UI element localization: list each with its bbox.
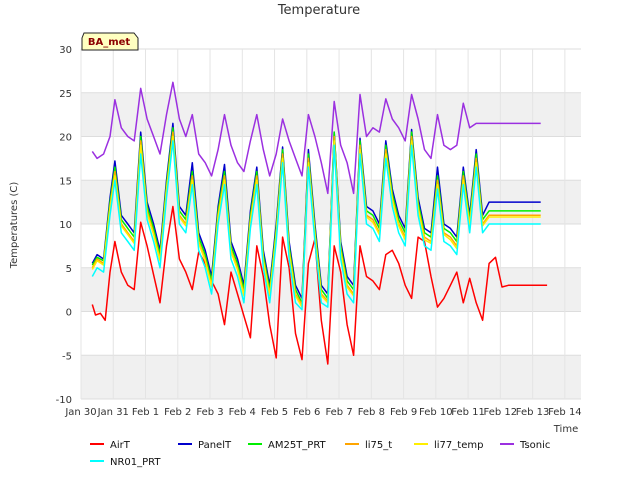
legend-label-AM25T_PRT: AM25T_PRT (268, 440, 327, 451)
x-tick-label: Feb 6 (293, 407, 320, 418)
x-tick-label: Feb 10 (419, 407, 453, 418)
y-tick-label: -10 (56, 395, 72, 406)
x-tick-label: Feb 9 (390, 407, 417, 418)
x-tick-label: Feb 2 (164, 407, 191, 418)
y-tick-label: -5 (62, 351, 72, 362)
y-tick-label: 15 (59, 176, 72, 187)
y-axis-ticks: -10 -5 0 5 10 15 20 25 30 (56, 45, 72, 406)
annotation-box: BA_met (81, 32, 139, 51)
annotation-text: BA_met (88, 37, 131, 48)
y-tick-label: 5 (66, 264, 72, 275)
series-line-NR01_PRT (91, 140, 541, 311)
y-axis-label: Temperatures (C) (9, 182, 20, 270)
x-tick-label: Feb 14 (548, 407, 582, 418)
y-tick-label: 10 (59, 220, 72, 231)
x-tick-label: Feb 5 (261, 407, 288, 418)
x-tick-label: Jan 31 (97, 407, 129, 418)
x-tick-label: Jan 30 (64, 407, 96, 418)
y-tick-label: 30 (59, 45, 72, 56)
band (81, 92, 581, 137)
x-tick-label: Feb 7 (325, 407, 352, 418)
x-axis-label: Time (553, 424, 578, 435)
legend-label-Tsonic: Tsonic (519, 440, 550, 451)
x-tick-label: Feb 3 (196, 407, 223, 418)
y-tick-label: 25 (59, 89, 72, 100)
legend-label-PanelT: PanelT (198, 440, 232, 451)
legend-label-NR01_PRT: NR01_PRT (110, 457, 161, 468)
legend: AirT PanelT AM25T_PRT li75_t li77_temp Tsonic… (90, 440, 550, 468)
x-tick-label: Feb 11 (451, 407, 485, 418)
x-tick-label: Feb 4 (229, 407, 256, 418)
x-tick-label: Feb 8 (358, 407, 385, 418)
chart-title: Temperature (277, 3, 360, 18)
x-tick-label: Feb 1 (132, 407, 159, 418)
legend-label-li75_t: li75_t (365, 440, 392, 451)
legend-label-AirT: AirT (110, 440, 131, 451)
legend-label-li77_temp: li77_temp (434, 440, 483, 451)
series-lines (91, 81, 548, 365)
y-tick-label: 0 (66, 308, 72, 319)
x-tick-label: Feb 12 (484, 407, 518, 418)
band (81, 355, 581, 399)
y-tick-label: 20 (59, 133, 72, 144)
x-tick-label: Feb 13 (516, 407, 550, 418)
series-line-Tsonic (91, 81, 541, 195)
x-axis-ticks: Jan 30 Jan 31 Feb 1 Feb 2 Feb 3 Feb 4 Feb 5 Feb… (64, 407, 581, 418)
